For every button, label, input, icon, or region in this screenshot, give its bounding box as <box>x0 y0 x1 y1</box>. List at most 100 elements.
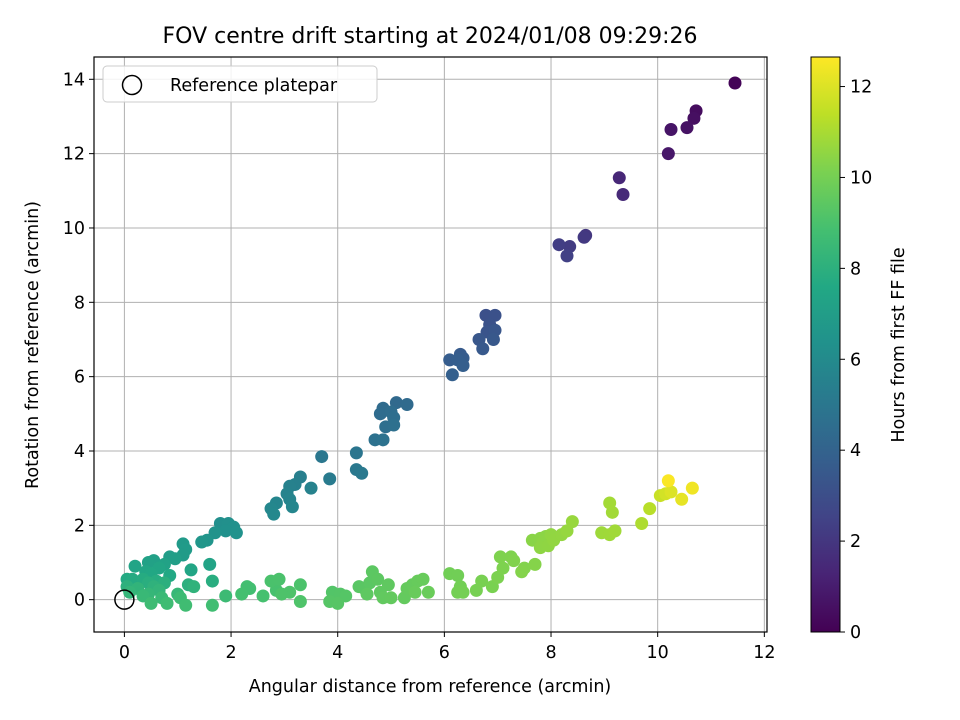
x-tick-label: 6 <box>439 643 450 663</box>
data-point <box>664 485 678 499</box>
data-point <box>552 238 566 252</box>
data-point <box>493 550 507 564</box>
data-point <box>179 598 193 612</box>
x-axis-ticks: 0 2 4 6 8 10 12 <box>119 632 775 663</box>
data-point <box>515 565 529 579</box>
data-point <box>184 563 198 577</box>
y-axis-label: Rotation from reference (arcmin) <box>23 201 43 489</box>
data-point <box>168 552 182 566</box>
data-point <box>323 472 337 486</box>
x-tick-label: 12 <box>753 643 775 663</box>
data-point <box>229 526 243 540</box>
data-point <box>349 446 363 460</box>
data-point <box>360 587 374 601</box>
data-point <box>235 587 249 601</box>
data-point <box>408 585 422 599</box>
data-point <box>144 596 158 610</box>
colorbar-tick-label: 2 <box>850 532 861 552</box>
x-tick-label: 10 <box>647 643 669 663</box>
legend-box <box>102 65 378 103</box>
data-point <box>661 147 675 161</box>
data-point <box>195 535 209 549</box>
data-point <box>675 492 689 506</box>
colorbar-tick-label: 8 <box>850 259 861 279</box>
colorbar-tick-label: 12 <box>850 78 872 98</box>
data-point <box>304 481 318 495</box>
data-point <box>187 580 201 594</box>
data-point <box>603 496 617 510</box>
data-point <box>205 574 219 588</box>
data-point <box>272 572 286 586</box>
y-tick-label: 2 <box>74 516 85 536</box>
data-point <box>315 450 329 464</box>
data-point <box>219 589 233 603</box>
y-tick-label: 0 <box>74 591 85 611</box>
colorbar-tick-label: 0 <box>850 623 861 643</box>
y-tick-label: 10 <box>63 219 85 239</box>
scatter-points <box>120 76 742 612</box>
data-point <box>160 596 174 610</box>
data-point <box>400 398 414 412</box>
data-point <box>256 589 270 603</box>
data-point <box>565 515 579 529</box>
y-tick-label: 14 <box>63 70 85 90</box>
data-point <box>285 500 299 514</box>
y-tick-label: 4 <box>74 442 85 462</box>
x-tick-label: 2 <box>225 643 236 663</box>
colorbar-label: Hours from first FF file <box>889 247 909 442</box>
reference-marker <box>114 589 135 610</box>
data-point <box>267 507 281 521</box>
colorbar-tick-label: 6 <box>850 350 861 370</box>
x-tick-label: 0 <box>119 643 130 663</box>
x-tick-label: 4 <box>332 643 343 663</box>
data-point <box>387 418 401 432</box>
data-point <box>456 585 470 599</box>
y-tick-label: 12 <box>63 145 85 165</box>
y-tick-label: 6 <box>74 368 85 388</box>
data-point <box>371 572 385 586</box>
data-point <box>384 591 398 605</box>
data-point <box>612 171 626 185</box>
data-point <box>275 587 289 601</box>
legend: Reference platepar <box>102 65 378 103</box>
data-point <box>381 578 395 592</box>
data-point <box>293 595 307 609</box>
data-point <box>687 111 701 125</box>
data-point <box>456 359 470 373</box>
data-point <box>445 368 459 382</box>
data-point <box>373 407 387 421</box>
data-point <box>376 433 390 447</box>
data-point <box>475 574 489 588</box>
data-point <box>577 230 591 244</box>
colorbar-tick-label: 10 <box>850 168 872 188</box>
data-point <box>476 342 490 356</box>
data-point <box>219 524 233 538</box>
data-point <box>661 474 675 488</box>
x-tick-label: 8 <box>545 643 556 663</box>
x-axis-label: Angular distance from reference (arcmin) <box>249 677 612 697</box>
data-point <box>128 559 142 573</box>
colorbar-ticks: 0 2 4 6 8 10 12 <box>840 78 872 643</box>
data-point <box>355 466 369 480</box>
data-point <box>507 554 521 568</box>
y-tick-label: 8 <box>74 293 85 313</box>
data-point <box>664 122 678 136</box>
data-point <box>680 121 694 135</box>
data-point <box>416 572 430 586</box>
data-point <box>560 249 574 263</box>
data-point <box>643 502 657 516</box>
data-point <box>528 557 542 571</box>
legend-marker <box>121 74 143 96</box>
legend-label: Reference platepar <box>170 76 338 96</box>
data-point <box>496 561 510 575</box>
data-point <box>616 188 630 202</box>
chart-title: FOV centre drift starting at 2024/01/08 … <box>163 24 698 49</box>
data-point <box>635 516 649 530</box>
plot-frame <box>93 56 768 633</box>
data-point <box>728 76 742 90</box>
data-point <box>421 585 435 599</box>
data-point <box>331 596 345 610</box>
data-point <box>685 481 699 495</box>
data-point <box>451 569 465 583</box>
